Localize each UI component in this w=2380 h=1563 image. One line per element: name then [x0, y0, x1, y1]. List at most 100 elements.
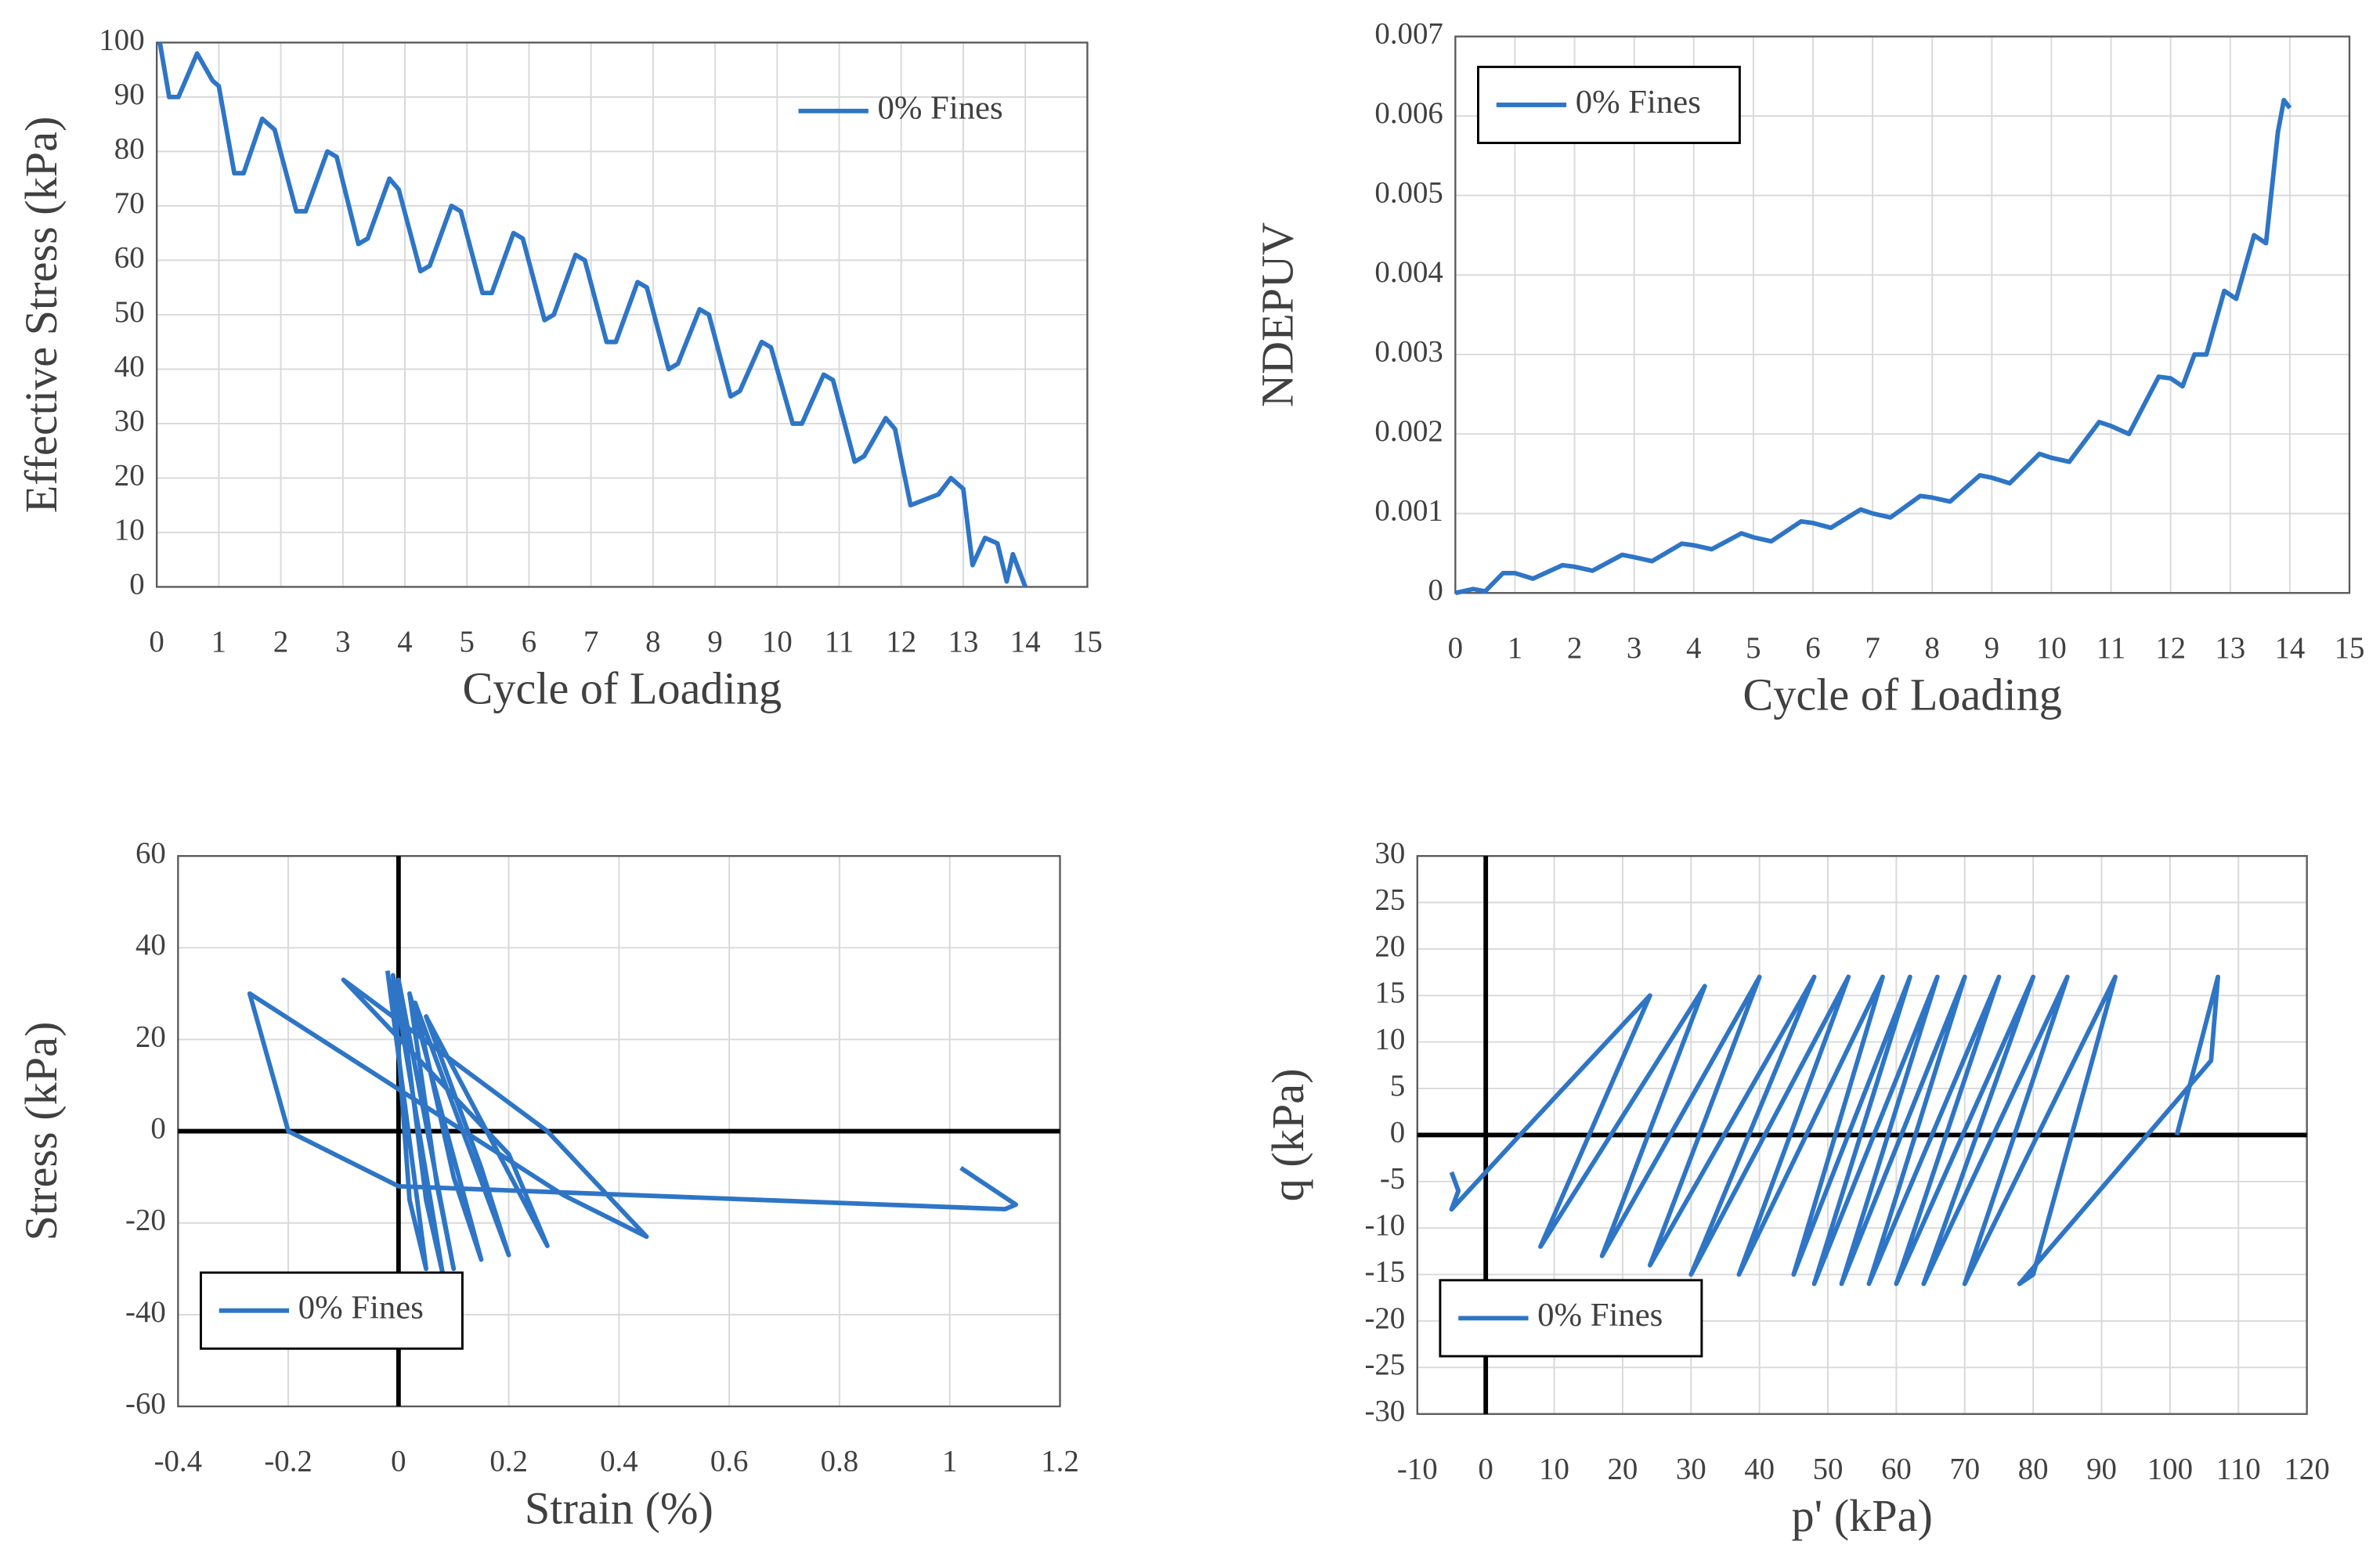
- data-line: [157, 42, 1027, 588]
- y-tick-label: 15: [1374, 976, 1405, 1009]
- x-axis-label: Cycle of Loading: [463, 663, 782, 714]
- y-tick-label: 10: [114, 513, 145, 547]
- y-tick-label: -25: [1364, 1348, 1405, 1381]
- y-axis-label: Effective Stress (kPa): [16, 117, 67, 514]
- x-tick-label: 10: [1539, 1452, 1569, 1485]
- x-axis-label: Cycle of Loading: [1743, 670, 2062, 720]
- x-tick-label: 4: [1686, 631, 1701, 665]
- x-tick-label: 0: [1448, 631, 1463, 665]
- x-tick-label: 6: [1805, 631, 1820, 665]
- y-tick-label: -40: [125, 1295, 166, 1329]
- y-tick-label: 0.004: [1374, 255, 1443, 289]
- y-tick-label: -15: [1364, 1254, 1405, 1288]
- y-axis-label: NDEPUV: [1251, 222, 1302, 407]
- x-tick-label: 10: [762, 625, 793, 659]
- x-tick-label: -0.2: [264, 1445, 312, 1478]
- legend-label: 0% Fines: [877, 90, 1002, 127]
- x-tick-label: 8: [1925, 631, 1940, 665]
- y-tick-label: 20: [114, 458, 145, 492]
- x-tick-label: 14: [1010, 625, 1041, 659]
- y-tick-label: 30: [114, 404, 145, 438]
- x-tick-label: 20: [1607, 1452, 1638, 1485]
- y-tick-label: 0.001: [1374, 494, 1443, 528]
- x-tick-label: 50: [1813, 1452, 1844, 1485]
- x-tick-label: 4: [397, 625, 412, 659]
- x-tick-label: 2: [273, 625, 288, 659]
- y-tick-label: -10: [1364, 1208, 1405, 1242]
- x-axis-label: Strain (%): [525, 1482, 713, 1533]
- data-line: [1449, 974, 2220, 1287]
- y-tick-label: 100: [99, 23, 144, 56]
- y-tick-label: 60: [114, 240, 145, 274]
- x-tick-label: 7: [1865, 631, 1880, 665]
- x-tick-label: 0.6: [710, 1445, 749, 1478]
- x-tick-label: 1: [211, 625, 226, 659]
- y-tick-label: 5: [1390, 1069, 1405, 1103]
- y-axis-label: q (kPa): [1262, 1069, 1313, 1202]
- plot-frame: [155, 42, 1089, 588]
- x-tick-label: 7: [583, 625, 598, 659]
- x-tick-label: 60: [1881, 1452, 1912, 1485]
- y-tick-label: 20: [135, 1020, 166, 1053]
- plot-frame: [1454, 35, 2351, 594]
- y-tick-label: 0: [1428, 573, 1443, 607]
- x-tick-label: -0.4: [154, 1445, 202, 1478]
- y-tick-label: -20: [1364, 1301, 1405, 1335]
- y-tick-label: 0: [129, 567, 144, 601]
- x-tick-label: 1.2: [1041, 1445, 1079, 1478]
- x-tick-label: 0.2: [489, 1445, 528, 1478]
- x-tick-label: 13: [948, 625, 979, 659]
- x-tick-label: 9: [1985, 631, 1999, 665]
- y-tick-label: -5: [1380, 1162, 1405, 1196]
- y-tick-label: -60: [125, 1387, 166, 1420]
- y-tick-label: 0.006: [1374, 96, 1443, 130]
- x-tick-label: 1: [942, 1445, 957, 1478]
- subplot: -60 -40 -20 0 20 40 60 -0.4 -0.2 0 0.2 0.4 0.6 0.8 1 1.…: [16, 836, 1079, 1533]
- x-tick-label: 0: [391, 1445, 406, 1478]
- x-tick-label: 11: [2096, 631, 2125, 665]
- y-tick-label: -30: [1364, 1395, 1405, 1428]
- x-tick-label: -10: [1397, 1452, 1438, 1485]
- x-tick-label: 110: [2216, 1452, 2261, 1485]
- x-tick-label: 40: [1744, 1452, 1775, 1485]
- y-tick-label: 0.007: [1374, 17, 1443, 51]
- x-tick-label: 14: [2274, 631, 2305, 665]
- x-tick-label: 1: [1508, 631, 1522, 665]
- x-tick-label: 12: [886, 625, 916, 659]
- x-tick-label: 100: [2147, 1452, 2193, 1485]
- x-tick-label: 10: [2036, 631, 2067, 665]
- y-tick-label: 0: [1390, 1115, 1405, 1149]
- x-tick-label: 5: [1746, 631, 1761, 665]
- x-tick-label: 70: [1949, 1452, 1980, 1485]
- x-tick-label: 0: [1478, 1452, 1493, 1485]
- y-tick-label: 80: [114, 132, 145, 165]
- x-tick-label: 0.4: [600, 1445, 638, 1478]
- y-tick-label: 50: [114, 295, 145, 329]
- y-tick-label: 90: [114, 78, 145, 111]
- x-tick-label: 80: [2018, 1452, 2049, 1485]
- legend-label: 0% Fines: [1537, 1297, 1663, 1334]
- x-tick-label: 13: [2215, 631, 2245, 665]
- y-tick-label: 0.003: [1374, 335, 1443, 369]
- x-tick-label: 5: [460, 625, 475, 659]
- y-tick-label: 0: [150, 1111, 165, 1145]
- y-tick-label: 20: [1374, 929, 1405, 963]
- y-tick-label: 70: [114, 186, 145, 220]
- subplot: -30 -25 -20 -15 -10 -5 0 5 10 15 20 25 30 -10 0 10 20 30 4…: [1262, 836, 2330, 1541]
- y-tick-label: 25: [1374, 883, 1405, 916]
- x-tick-label: 12: [2155, 631, 2186, 665]
- x-tick-label: 11: [825, 625, 854, 659]
- data-line: [247, 970, 1019, 1276]
- x-tick-label: 15: [2335, 631, 2365, 665]
- data-line: [1454, 97, 2292, 596]
- y-tick-label: 30: [1374, 836, 1405, 870]
- x-tick-label: 0: [149, 625, 164, 659]
- x-axis-label: p' (kPa): [1792, 1490, 1933, 1541]
- y-tick-label: 40: [135, 928, 166, 962]
- x-tick-label: 3: [335, 625, 350, 659]
- x-tick-label: 0.8: [821, 1445, 859, 1478]
